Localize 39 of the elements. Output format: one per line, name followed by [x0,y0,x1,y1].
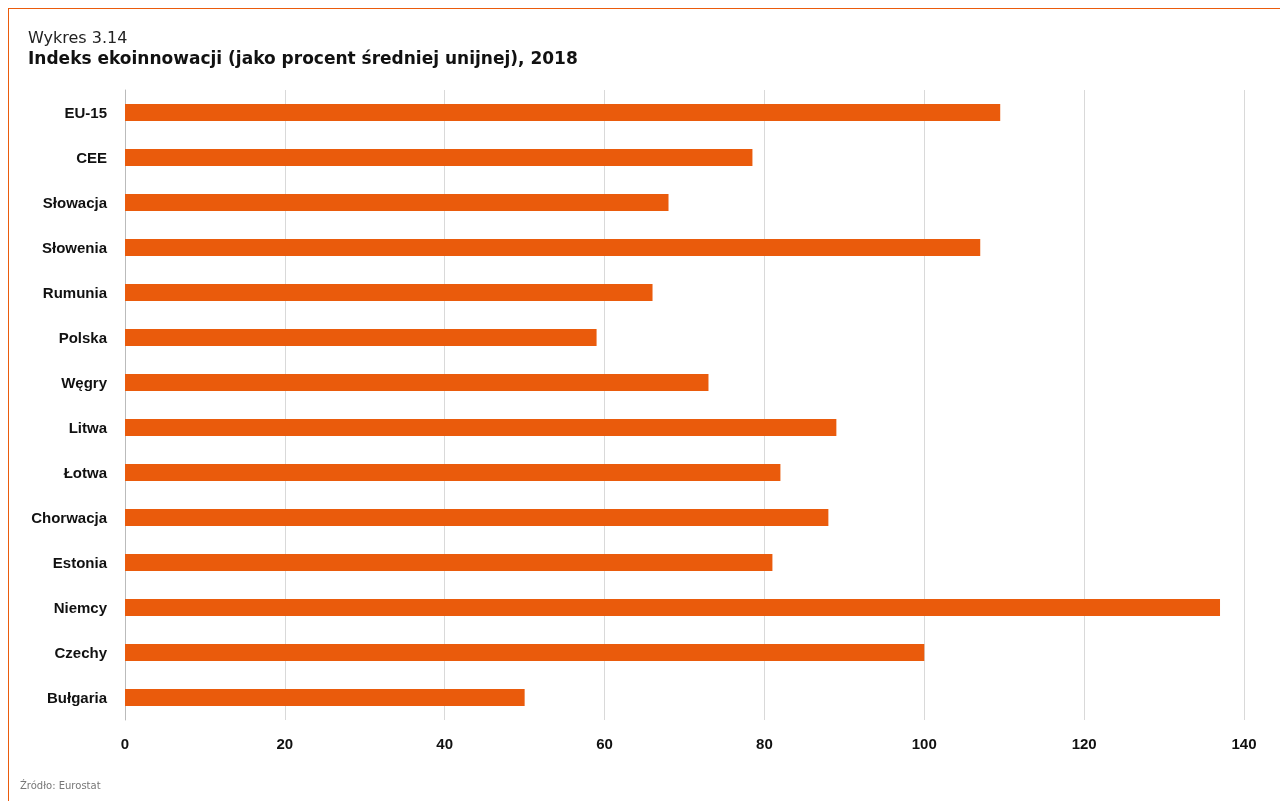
bar [125,329,597,346]
x-tick-label: 80 [756,735,773,752]
y-tick-label: Łotwa [63,464,108,481]
chart-title: Indeks ekoinnowacji (jako procent średniej unijnej), 2018 [28,48,578,68]
bar [125,689,525,706]
bar [125,554,773,571]
bar [125,374,709,391]
bar [125,644,925,661]
y-tick-label: Polska [58,329,108,346]
x-tick-label: 100 [911,735,937,752]
y-tick-label: Węgry [61,374,108,391]
bar [125,419,837,436]
x-tick-label: 120 [1071,735,1097,752]
y-tick-label: Bułgaria [46,689,108,706]
bar [125,194,669,211]
y-tick-label: Słowacja [42,194,108,211]
y-tick-label: EU-15 [64,104,107,121]
bar [125,149,753,166]
bar [125,464,781,481]
y-tick-label: Czechy [54,644,108,661]
x-tick-label: 20 [276,735,294,752]
bar [125,239,981,256]
chart-subtitle: Wykres 3.14 [28,28,128,47]
bar [125,599,1221,616]
x-tick-label: 40 [436,735,454,752]
bar [125,509,829,526]
y-tick-label: Słowenia [41,239,108,256]
y-tick-label: Rumunia [42,284,108,301]
y-tick-label: Niemcy [53,599,108,616]
y-tick-label: Chorwacja [31,509,108,526]
y-tick-label: Estonia [52,554,108,571]
bar [125,284,653,301]
bar [125,104,1001,121]
x-tick-label: 60 [596,735,613,752]
y-tick-label: Litwa [68,419,108,436]
x-tick-label: 0 [120,735,130,752]
text: Źródło: Eurostat [20,780,101,791]
y-tick-label: CEE [76,149,107,166]
x-tick-label: 140 [1231,735,1257,752]
